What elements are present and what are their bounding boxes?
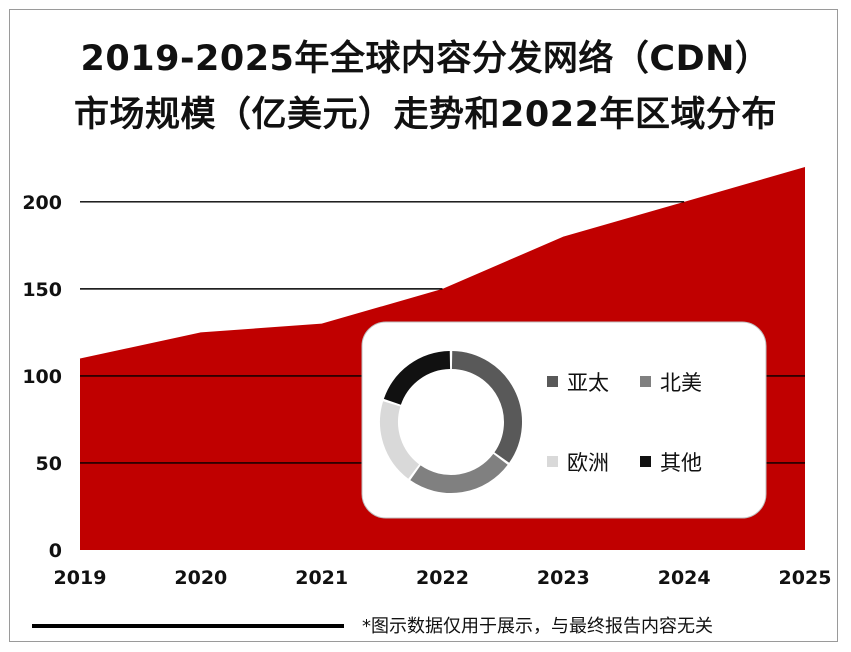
- y-tick-label: 0: [49, 540, 62, 562]
- y-tick-label: 100: [22, 366, 62, 388]
- legend-label-亚太: 亚太: [567, 371, 609, 395]
- donut-slice-亚太: [451, 351, 522, 463]
- x-tick-label: 2022: [416, 567, 469, 589]
- donut-slice-其他: [383, 351, 451, 406]
- legend-label-欧洲: 欧洲: [567, 451, 609, 475]
- x-tick-label: 2021: [295, 567, 348, 589]
- legend-swatch-欧洲: [547, 456, 558, 467]
- legend-label-其他: 其他: [660, 451, 702, 475]
- legend-swatch-其他: [640, 456, 651, 467]
- donut-slice-北美: [410, 453, 508, 493]
- chart-title-line1: 2019-2025年全球内容分发网络（CDN）: [80, 39, 771, 79]
- y-tick-label: 150: [22, 279, 62, 301]
- footer-rule: [32, 624, 344, 628]
- chart-title-line2: 市场规模（亿美元）走势和2022年区域分布: [74, 95, 777, 135]
- y-tick-label: 50: [36, 453, 62, 475]
- x-tick-label: 2023: [537, 567, 590, 589]
- x-tick-label: 2020: [174, 567, 227, 589]
- legend-label-北美: 北美: [660, 371, 702, 395]
- footer-note: *图示数据仅用于展示，与最终报告内容无关: [362, 616, 713, 637]
- legend-swatch-北美: [640, 376, 651, 387]
- x-tick-label: 2024: [658, 567, 711, 589]
- donut-panel: [361, 321, 767, 519]
- donut-slice-欧洲: [380, 401, 420, 479]
- x-tick-label: 2025: [779, 567, 832, 589]
- y-tick-label: 200: [22, 192, 62, 214]
- x-tick-label: 2019: [54, 567, 107, 589]
- legend-swatch-亚太: [547, 376, 558, 387]
